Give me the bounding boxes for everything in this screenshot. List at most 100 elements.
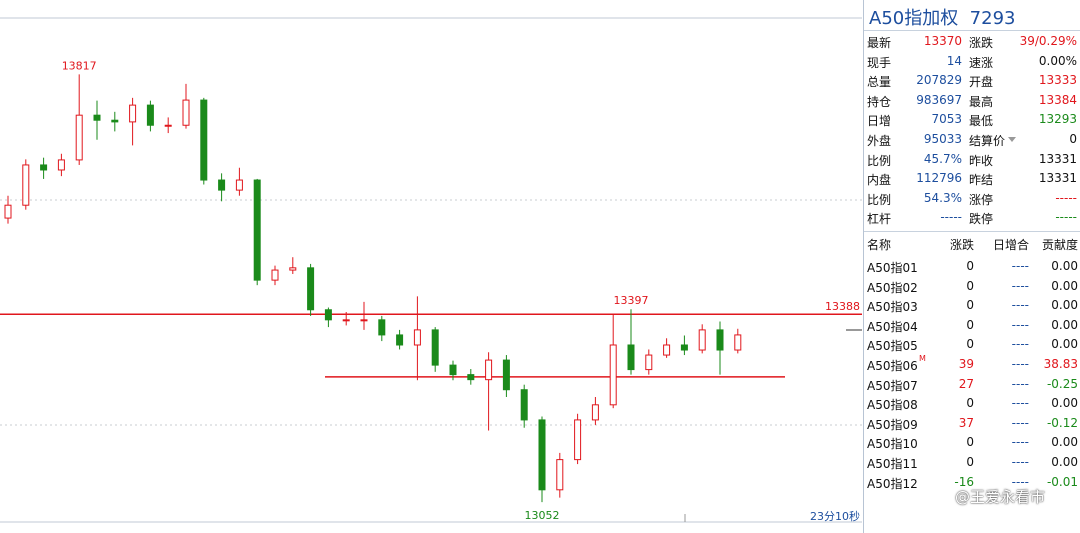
candle-body xyxy=(716,329,724,351)
component-daily: ---- xyxy=(1011,259,1029,273)
candle-body xyxy=(663,344,671,356)
quote-row: 比例 54.3% 涨停 ----- xyxy=(864,189,1080,208)
quote-value: 39/0.29% xyxy=(1019,34,1077,48)
quote-value: 207829 xyxy=(916,73,962,88)
component-daily: ---- xyxy=(1011,337,1029,352)
candle-body xyxy=(698,329,706,351)
candle-body xyxy=(645,354,653,371)
candle-body xyxy=(271,269,279,281)
component-daily: ---- xyxy=(1011,415,1029,430)
component-change: -16 xyxy=(954,474,974,489)
component-contribution: 0.00 xyxy=(1051,435,1078,450)
column-header: 名称 xyxy=(867,238,892,252)
component-change: 0 xyxy=(966,455,974,469)
quote-label: 持仓 xyxy=(867,94,892,109)
quote-value: 45.7% xyxy=(923,151,962,166)
quote-row: 总量 207829 开盘 13333 xyxy=(864,71,1080,90)
component-daily: ---- xyxy=(1011,474,1029,489)
component-daily: ---- xyxy=(1011,396,1029,411)
component-daily: ---- xyxy=(1011,298,1029,313)
quote-label: 速涨 xyxy=(969,55,994,70)
candle-body xyxy=(324,309,332,321)
component-daily: ---- xyxy=(1011,278,1029,293)
component-name: A50指08 xyxy=(867,398,918,413)
component-daily: ---- xyxy=(1011,357,1029,371)
quote-label: 昨结 xyxy=(969,173,994,188)
component-row: A50指02 0 ---- 0.00 xyxy=(864,277,1080,296)
quote-panel: A50指加权 7293 最新 13370 涨跌 39/0.29% 现手 14 速涨 0.00%… xyxy=(863,0,1080,533)
quote-row: 现手 14 速涨 0.00% xyxy=(864,52,1080,71)
candle-body xyxy=(22,164,30,206)
component-daily: ---- xyxy=(1011,435,1029,450)
quote-label: 最低 xyxy=(969,114,994,129)
quote-label: 涨停 xyxy=(969,192,994,207)
candle-body xyxy=(40,164,48,171)
component-change: 0 xyxy=(966,337,974,352)
quote-label: 总量 xyxy=(867,75,892,90)
quote-value: 13384 xyxy=(1038,92,1077,107)
component-name: A50指12 xyxy=(867,476,918,491)
component-change: 27 xyxy=(958,376,974,391)
quote-row: 持仓 983697 最高 13384 xyxy=(864,91,1080,110)
candle-body xyxy=(556,459,564,491)
separator xyxy=(864,30,1080,31)
candle-body xyxy=(342,319,350,322)
component-row: A50指06 M 39 ---- 38.83 xyxy=(864,354,1080,374)
component-row: A50指09 37 ---- -0.12 xyxy=(864,414,1080,433)
candle-body xyxy=(57,159,65,171)
candle-body xyxy=(200,99,208,181)
quote-value: 112796 xyxy=(916,171,962,186)
peak-label: 13397 xyxy=(614,294,649,307)
quote-row: 最新 13370 涨跌 39/0.29% xyxy=(864,32,1080,51)
component-name: A50指06 xyxy=(867,359,918,373)
component-daily: ---- xyxy=(1011,455,1029,469)
candle-body xyxy=(680,344,688,351)
quote-value: 0 xyxy=(1069,132,1077,146)
candle-body xyxy=(449,364,457,376)
candle-body xyxy=(253,179,261,281)
table-header: 名称 涨跌 日增合 贡献度 xyxy=(864,234,1080,253)
quote-row: 比例 45.7% 昨收 13331 xyxy=(864,150,1080,169)
quote-value: 13333 xyxy=(1038,73,1077,88)
column-header: 贡献度 xyxy=(1041,238,1078,252)
candle-body xyxy=(218,179,226,191)
component-name: A50指02 xyxy=(867,280,918,295)
component-row: A50指04 0 ---- 0.00 xyxy=(864,316,1080,335)
component-name: A50指11 xyxy=(867,457,918,471)
component-name: A50指09 xyxy=(867,417,918,432)
component-change: 0 xyxy=(966,317,974,332)
candle-body xyxy=(538,419,546,491)
quote-label: 最高 xyxy=(969,94,994,109)
component-change: 0 xyxy=(966,259,974,273)
component-change: 0 xyxy=(966,298,974,313)
component-row: A50指03 0 ---- 0.00 xyxy=(864,296,1080,315)
instrument-name: A50指加权 xyxy=(869,8,959,29)
component-daily: ---- xyxy=(1011,376,1029,391)
candle-body xyxy=(75,114,83,161)
quote-label: 内盘 xyxy=(867,173,892,188)
quote-value: 13331 xyxy=(1038,151,1077,166)
candle-body xyxy=(413,329,421,346)
component-row: A50指08 0 ---- 0.00 xyxy=(864,394,1080,413)
candle-body xyxy=(734,334,742,351)
component-row: A50指07 27 ---- -0.25 xyxy=(864,375,1080,394)
quote-value: ----- xyxy=(1055,210,1077,225)
candle-body xyxy=(591,404,599,421)
component-name: A50指10 xyxy=(867,437,918,452)
component-name: A50指01 xyxy=(867,261,918,275)
component-change: 37 xyxy=(958,415,974,430)
quote-value: 0.00% xyxy=(1038,53,1077,68)
component-contribution: -0.12 xyxy=(1046,415,1078,430)
component-name: A50指04 xyxy=(867,319,918,334)
component-name: A50指03 xyxy=(867,300,918,315)
candle-body xyxy=(627,344,635,371)
quote-label: 开盘 xyxy=(969,75,994,90)
instrument-code: 7293 xyxy=(969,8,1016,29)
quote-label: 比例 xyxy=(867,192,892,207)
component-contribution: 0.00 xyxy=(1051,278,1078,293)
dropdown xyxy=(1008,137,1016,142)
candle-body xyxy=(289,267,297,271)
quote-value: 13370 xyxy=(923,34,962,48)
quote-row: 外盘 95033 结算价 0 xyxy=(864,130,1080,149)
